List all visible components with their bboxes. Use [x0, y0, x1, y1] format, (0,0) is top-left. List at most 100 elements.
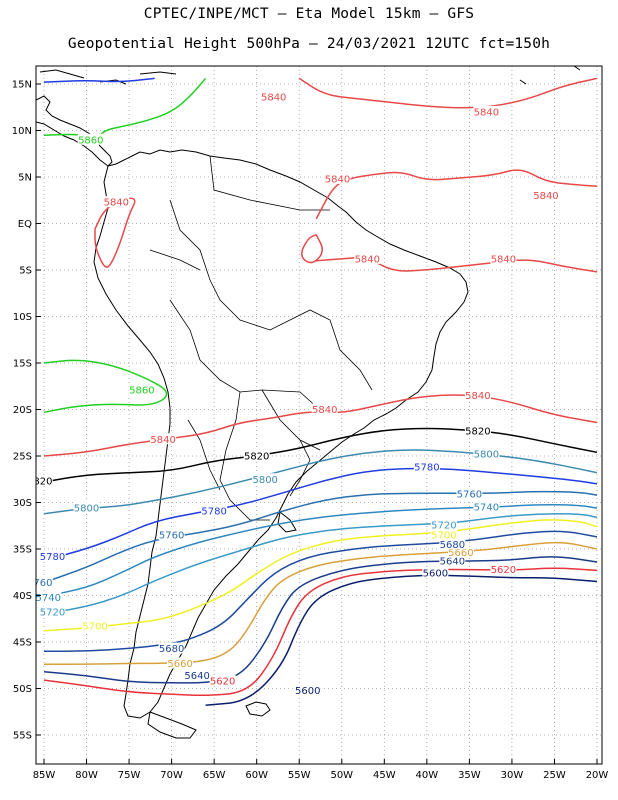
contour-label-bg — [39, 550, 66, 562]
contour-label-bg — [36, 475, 53, 487]
lon-tick-label: 55W — [288, 770, 311, 781]
contour-label-5660: 5660 — [167, 659, 192, 670]
contour-label-5840: 5840 — [533, 191, 558, 202]
coastline-falklands — [245, 701, 271, 717]
contour-label-bg — [473, 501, 500, 513]
country-borders — [149, 155, 373, 521]
lon-tick-label: 60W — [245, 770, 268, 781]
contour-label-bg — [439, 538, 466, 550]
coastline-la-plata — [277, 511, 297, 533]
contour-label-bg — [473, 448, 500, 460]
contour-5880-20 — [43, 77, 155, 83]
contour-label-5840: 5840 — [150, 435, 175, 446]
contour-5840-14 — [298, 77, 598, 109]
contour-label-bg — [158, 529, 185, 541]
lat-tick-label: 15S — [13, 359, 32, 370]
contour-5640-2 — [43, 556, 598, 684]
contour-label-5820: 5820 — [465, 426, 490, 437]
lon-tick-label: 20W — [586, 770, 609, 781]
contour-label-bg — [73, 502, 100, 514]
contour-label-5760: 5760 — [159, 531, 184, 542]
grid-lines — [36, 66, 602, 764]
contour-label-bg — [464, 389, 491, 401]
contour-label-5840: 5840 — [465, 391, 490, 402]
contour-label-bg — [422, 567, 449, 579]
contour-5680-4 — [44, 530, 598, 653]
contour-label-5600: 5600 — [295, 686, 320, 697]
contour-5760-8 — [43, 490, 598, 584]
contour-label-5840: 5840 — [104, 198, 129, 209]
contour-label-bg — [167, 657, 194, 669]
lat-tick-label: 45S — [13, 638, 32, 649]
contour-label-bg — [294, 684, 321, 696]
lat-tick-label: 10N — [12, 126, 32, 137]
contour-label-5800: 5800 — [252, 475, 277, 486]
contour-label-5840: 5840 — [474, 107, 499, 118]
contour-label-bg — [324, 172, 351, 184]
contour-5800-10 — [43, 449, 598, 515]
contour-label-5620: 5620 — [210, 677, 235, 688]
contour-5840-15 — [316, 257, 598, 273]
contour-label-bg — [158, 642, 185, 654]
contour-label-5860: 5860 — [129, 385, 154, 396]
contour-label-5760: 5760 — [457, 490, 482, 501]
contour-label-5680: 5680 — [159, 644, 184, 655]
map-title-line1: CPTEC/INPE/MCT – Eta Model 15km – GFS — [143, 6, 475, 22]
contour-label-5840: 5840 — [355, 254, 380, 265]
contour-label-5840: 5840 — [312, 405, 337, 416]
contour-label-bg — [39, 606, 66, 618]
contour-label-bg — [413, 461, 440, 473]
contour-label-5820: 5820 — [244, 452, 269, 463]
lon-tick-label: 30W — [501, 770, 524, 781]
contour-label-bg — [447, 546, 474, 558]
contour-label-bg — [252, 473, 279, 485]
contour-label-5780: 5780 — [414, 463, 439, 474]
contour-label-5700: 5700 — [82, 622, 107, 633]
contour-label-5860: 5860 — [78, 135, 103, 146]
contour-label-5640: 5640 — [440, 557, 465, 568]
lat-tick-label: 25S — [13, 452, 32, 463]
contour-label-bg — [354, 252, 381, 264]
contour-label-bg — [430, 518, 457, 530]
lat-tick-label: 50S — [13, 684, 32, 695]
lon-tick-label: 40W — [416, 770, 439, 781]
contour-5840-17 — [301, 234, 323, 264]
contour-label-bg — [184, 669, 211, 681]
contour-label-bg — [209, 675, 236, 687]
contour-label-5620: 5620 — [491, 565, 516, 576]
contour-label-bg — [464, 424, 491, 436]
lat-tick-label: 5S — [19, 266, 32, 277]
contour-label-5840: 5840 — [261, 93, 286, 104]
lat-tick-label: EQ — [18, 219, 32, 230]
contour-label-bg — [456, 488, 483, 500]
contour-5860-19 — [43, 359, 168, 414]
contour-label-5780: 5780 — [40, 552, 65, 563]
contour-label-bg — [82, 620, 109, 632]
contour-label-5700: 5700 — [431, 531, 456, 542]
contour-label-5600: 5600 — [423, 569, 448, 580]
map-title-line2: Geopotential Height 500hPa – 24/03/2021 … — [67, 36, 551, 52]
coastline-caribbean — [39, 66, 581, 85]
contour-labels: 5600560056205620564056405660566056805680… — [36, 91, 559, 697]
contour-label-bg — [103, 196, 130, 208]
plot-frame — [35, 65, 603, 765]
lat-tick-label: 20S — [13, 405, 32, 416]
contour-label-bg — [532, 189, 559, 201]
contour-label-bg — [439, 555, 466, 567]
contour-label-bg — [36, 591, 62, 603]
lon-tick-label: 35W — [458, 770, 481, 781]
lon-tick-label: 80W — [75, 770, 98, 781]
lat-tick-label: 5N — [18, 173, 32, 184]
lon-tick-label: 65W — [203, 770, 226, 781]
contour-label-5640: 5640 — [184, 671, 209, 682]
lat-tick-label: 10S — [13, 312, 32, 323]
contour-label-bg — [128, 383, 155, 395]
lat-tick-label: 15N — [12, 80, 32, 91]
contour-label-5840: 5840 — [325, 174, 350, 185]
contour-5840-16 — [94, 197, 136, 268]
contour-label-bg — [77, 133, 104, 145]
contour-5860-18 — [43, 77, 207, 141]
contour-5740-7 — [43, 503, 598, 598]
contour-label-5780: 5780 — [201, 506, 226, 517]
